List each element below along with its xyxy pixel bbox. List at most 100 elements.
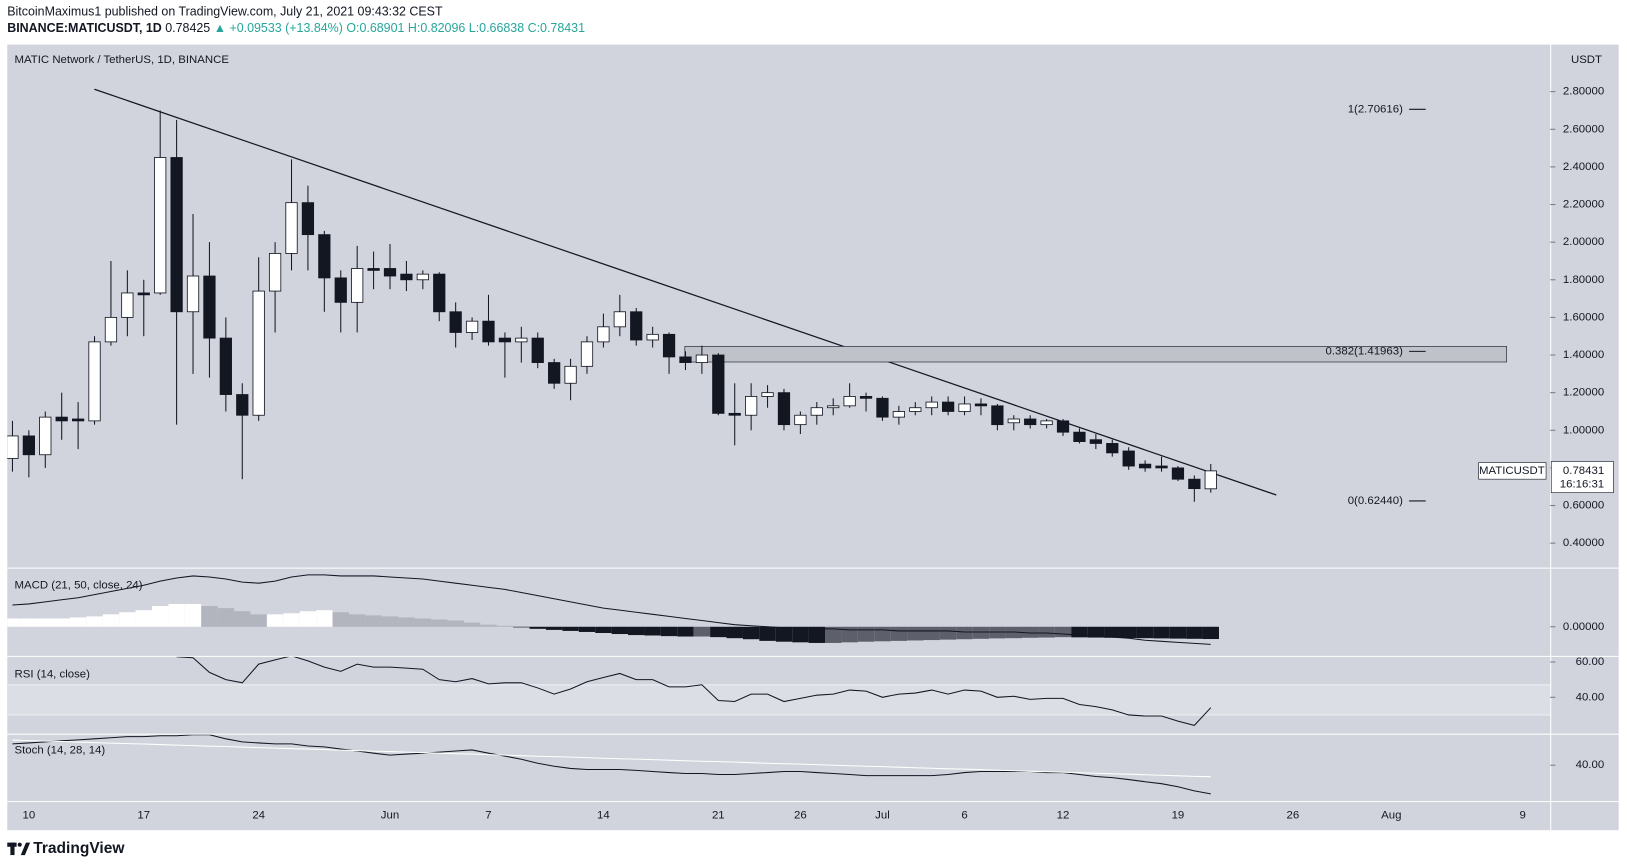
change: ▲ +0.09533 (+13.84%) [214,21,343,35]
histogram-bar [644,626,661,636]
price-box [1550,461,1614,493]
y-tick-label: 1.00000 [1563,424,1604,436]
histogram-bar [135,610,152,627]
y-axis-label: USDT [1571,54,1602,66]
candle-body [186,275,200,313]
candle-body [383,268,397,277]
fib-label: 0.382(1.41963) [1326,345,1404,357]
histogram-bar [381,616,399,627]
histogram-bar [332,612,349,627]
y-tick-label: 2.60000 [1563,123,1604,135]
histogram-bar [102,614,120,627]
candle-body [219,337,232,395]
histogram-bar [808,626,826,643]
chart-title: MATIC Network / TetherUS, 1D, BINANCE [15,54,230,66]
histogram-bar [447,620,464,627]
candle-body [1056,420,1070,433]
logo-shape [17,842,22,847]
candle-body [646,333,659,341]
candle-body [613,311,626,328]
histogram-bar [168,603,185,627]
candle-body [531,337,544,363]
candle-body [433,273,446,313]
histogram-bar [1153,626,1170,639]
histogram-bar [890,626,908,641]
candle-body [1138,463,1152,469]
y-tick-label: 1.20000 [1563,387,1604,399]
candle-body [925,401,938,409]
histogram-bar [496,625,514,627]
candle-body [416,273,429,281]
candle-body [1204,470,1217,490]
rsi-band [7,684,1551,715]
candle-body [137,292,150,296]
candle-body [662,333,676,358]
symbol-label: MATICUSDT [1479,465,1545,477]
candle-body [1106,443,1119,454]
candle-body [465,320,479,333]
pane [7,110,1507,502]
symbol-line: BINANCE:MATICUSDT, 1D 0.78425 ▲ +0.09533… [7,21,585,35]
candle-body [121,292,134,318]
candle-body [318,234,331,279]
histogram-bar [972,626,990,639]
histogram-bar [348,614,366,627]
x-tick-label: Jun [381,810,399,822]
histogram-bar [611,626,629,635]
histogram-bar [513,626,530,628]
candle-body [580,341,594,367]
candle-body [548,362,561,384]
histogram-bar [1054,626,1072,638]
y-tick-label: 0.00000 [1563,621,1604,633]
histogram-bar [775,626,793,642]
histogram-bar [759,626,776,641]
author-line: BitcoinMaximus1 published on TradingView… [7,5,443,19]
histogram-bar [726,626,743,639]
candle-body [794,414,807,426]
candle-body [39,416,52,456]
histogram-bar [119,612,136,627]
x-tick-label: Aug [1381,810,1401,822]
histogram-bar [86,616,103,627]
close: C:0.78431 [528,21,585,35]
resistance-zone [684,346,1507,363]
candle-body [630,311,643,341]
histogram-bar [841,626,858,643]
candle-body [1122,450,1135,467]
logo: TradingView [7,840,125,857]
candle-body [810,407,823,416]
histogram-bar [989,626,1006,639]
low: L:0.66838 [469,21,524,35]
candle-body [334,277,347,303]
candle-body [515,337,528,343]
histogram-bar [1071,626,1088,638]
histogram-bar [529,626,546,629]
rsi-title: RSI (14, close) [15,669,91,681]
histogram-bar [792,626,809,643]
candle-body [252,290,265,416]
candle-body [876,397,889,418]
candle-body [367,268,380,271]
candle-body [564,365,577,384]
candle-body [859,396,873,399]
histogram-bar [250,614,267,627]
candle-body [679,356,692,363]
pane [12,734,1211,795]
y-tick-label: 0.60000 [1563,500,1604,512]
histogram-bar [660,626,678,637]
fib-label: 0(0.62440) [1348,495,1403,507]
histogram-bar [37,618,54,627]
histogram-bar [7,618,21,627]
candle-body [301,202,315,236]
y-tick-label: 2.20000 [1563,199,1604,211]
histogram-bar [857,626,875,642]
histogram-bar [480,624,497,627]
histogram-bar [907,626,924,641]
histogram-bar [677,626,694,637]
logo-shape [20,842,31,856]
y-tick-label: 40.00 [1576,759,1605,771]
x-tick-label: 7 [485,810,491,822]
histogram-bar [151,606,169,627]
